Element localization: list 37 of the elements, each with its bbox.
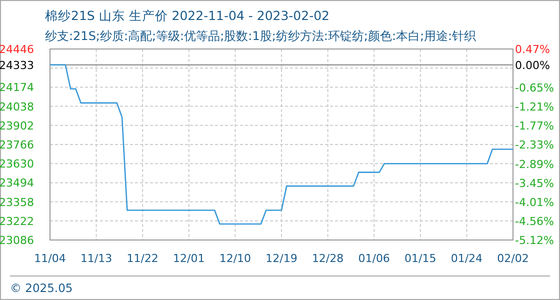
text: © 2025.05 bbox=[10, 281, 73, 295]
y-tick-label: 24333 bbox=[0, 58, 34, 72]
y2-tick-label: -1.21% bbox=[515, 100, 554, 114]
chart-title: 棉纱21S 山东 生产价 2022-11-04 - 2023-02-02 bbox=[45, 8, 330, 23]
x-tick-label: 01/15 bbox=[404, 252, 436, 265]
y2-tick-label: -1.77% bbox=[515, 120, 554, 133]
y2-tick-label: -3.45% bbox=[515, 176, 554, 190]
y-tick-label: 24174 bbox=[0, 81, 34, 94]
x-tick-label: 01/24 bbox=[450, 252, 483, 265]
x-tick-label: 12/28 bbox=[312, 252, 344, 265]
line-series bbox=[49, 64, 514, 225]
y-tick-label: 24038 bbox=[0, 100, 34, 114]
x-tick-label: 11/04 bbox=[34, 252, 66, 265]
y-tick-label: 23766 bbox=[0, 138, 34, 152]
y-tick-label: 24446 bbox=[0, 43, 34, 56]
x-tick-label: 01/06 bbox=[358, 252, 390, 265]
y2-tick-label: -4.01% bbox=[515, 196, 554, 210]
y-tick-label: 23630 bbox=[0, 158, 34, 171]
y-tick-label: 23086 bbox=[0, 234, 34, 247]
y2-tick-label: -4.56% bbox=[515, 214, 554, 228]
y2-tick-label: -5.12% bbox=[515, 234, 554, 247]
y2-tick-label: -2.33% bbox=[515, 138, 554, 152]
chart-subtitle: 纱支:21S;纱质:高配;等级:优等品;股数:1股;纺纱方法:环锭纺;颜色:本白;用途:针织 bbox=[45, 29, 476, 43]
y2-tick-label: -0.65% bbox=[515, 81, 554, 94]
y-tick-label: 23494 bbox=[0, 176, 34, 190]
y-tick-label: 23902 bbox=[0, 119, 34, 132]
y2-tick-label: -2.89% bbox=[515, 158, 554, 171]
x-tick-label: 11/22 bbox=[126, 252, 158, 265]
y-tick-label: 23358 bbox=[0, 196, 34, 209]
x-tick-label: 12/10 bbox=[219, 252, 252, 265]
x-tick-label: 12/19 bbox=[266, 252, 298, 265]
y2-tick-label: 0.00% bbox=[515, 59, 550, 72]
x-tick-label: 02/02 bbox=[497, 252, 529, 265]
y2-tick-label: 0.47% bbox=[515, 43, 550, 56]
x-tick-label: 12/01 bbox=[173, 252, 205, 265]
x-tick-label: 11/13 bbox=[80, 252, 112, 265]
y-tick-label: 23222 bbox=[0, 214, 34, 228]
